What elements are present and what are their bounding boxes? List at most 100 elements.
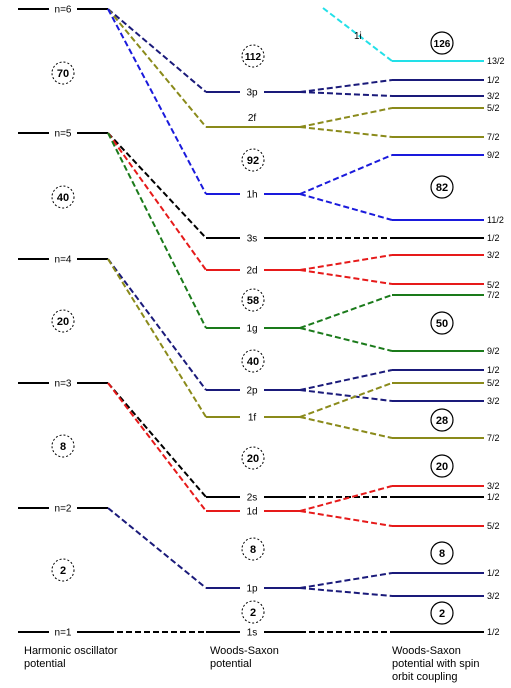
ws-to-so-connectors — [299, 7, 393, 633]
split-1d-3-2 — [299, 485, 393, 512]
ho-to-ws-connectors — [107, 8, 207, 633]
connector-n6-1h — [107, 8, 207, 195]
ws-label-1p: 1p — [246, 584, 258, 595]
so-levels — [392, 60, 484, 633]
j-label: 1/2 — [487, 492, 500, 502]
split-2p-3-2 — [299, 389, 393, 402]
intruder-1i-connector — [322, 7, 393, 62]
ws-magic-58: 58 — [247, 295, 259, 307]
ws-label-1h: 1h — [246, 190, 257, 201]
j-label: 11/2 — [487, 215, 504, 225]
split-2f-7-2 — [299, 126, 393, 138]
j-label: 1/2 — [487, 365, 500, 375]
j-label: 3/2 — [487, 91, 500, 101]
ho-magic-8: 8 — [60, 441, 66, 453]
split-1g-7-2 — [299, 294, 393, 329]
j-label: 1/2 — [487, 75, 500, 85]
so-magic-2: 2 — [439, 608, 445, 620]
ws-magic-40: 40 — [247, 356, 259, 368]
ho-label-n1: n=1 — [55, 628, 72, 639]
ho-magic-40: 40 — [57, 192, 69, 204]
so-magic-82: 82 — [436, 182, 448, 194]
column-captions: Harmonic oscillator potential Woods-Saxo… — [24, 645, 479, 683]
ws-label-2s: 2s — [247, 493, 258, 504]
connector-n4-1f — [107, 258, 207, 418]
so-magic-20: 20 — [436, 461, 448, 473]
j-label: 3/2 — [487, 396, 500, 406]
j-label: 1/2 — [487, 568, 500, 578]
split-1h-11-2 — [299, 193, 393, 221]
caption-so-line1: Woods-Saxon — [392, 645, 461, 657]
connector-n6-2f — [107, 8, 207, 128]
ws-label-2p: 2p — [246, 386, 258, 397]
ws-magic-2: 2 — [250, 607, 256, 619]
split-1f-5-2 — [299, 382, 393, 418]
connector-n5-2d — [107, 132, 207, 271]
caption-ws-line1: Woods-Saxon — [210, 645, 279, 657]
caption-ws-line2: potential — [210, 658, 252, 670]
ws-label-1g: 1g — [246, 324, 257, 335]
so-magic-50: 50 — [436, 318, 448, 330]
ws-magic-8: 8 — [250, 544, 256, 556]
ws-label-1d: 1d — [246, 507, 257, 518]
ws-label-3s: 3s — [247, 234, 258, 245]
so-magic-126: 126 — [434, 39, 451, 50]
connector-n5-3s — [107, 132, 207, 239]
j-label: 3/2 — [487, 591, 500, 601]
j-label: 7/2 — [487, 433, 500, 443]
ho-magic-numbers: 70 40 20 8 2 — [51, 61, 75, 582]
ws-label-1f: 1f — [248, 413, 257, 424]
j-label: 5/2 — [487, 103, 500, 113]
split-1g-9-2 — [299, 327, 393, 352]
connector-n3-2s — [107, 382, 207, 498]
split-3p-3-2 — [299, 91, 393, 97]
ws-level-labels: 3p 2f 1h 3s 2d 1g 2p 1f 2s 1d 1p 1s — [240, 86, 264, 639]
caption-ho-line2: potential — [24, 658, 66, 670]
j-label: 9/2 — [487, 150, 500, 160]
connector-n4-2p — [107, 258, 207, 391]
ws-magic-20: 20 — [247, 453, 259, 465]
ho-label-n4: n=4 — [55, 255, 72, 266]
split-1h-9-2 — [299, 154, 393, 195]
split-1d-5-2 — [299, 510, 393, 527]
ws-magic-92: 92 — [247, 155, 259, 167]
connector-n5-1g — [107, 132, 207, 329]
connector-n3-1d — [107, 382, 207, 512]
connector-n6-3p — [107, 8, 207, 93]
ho-level-labels: n=6 n=5 n=4 n=3 n=2 n=1 — [49, 3, 77, 639]
j-label: 1/2 — [487, 233, 500, 243]
ws-label-1s: 1s — [247, 628, 258, 639]
connector-n2-1p — [107, 507, 207, 589]
so-j-labels: 13/2 1/2 3/2 5/2 7/2 9/2 11/2 1/2 3/2 5/… — [487, 56, 505, 637]
split-1p-1-2 — [299, 572, 393, 589]
ws-label-2d: 2d — [246, 266, 257, 277]
so-magic-28: 28 — [436, 415, 448, 427]
split-2p-1-2 — [299, 369, 393, 391]
ho-magic-70: 70 — [57, 68, 69, 80]
j-label: 13/2 — [487, 56, 505, 66]
ho-label-n5: n=5 — [55, 129, 72, 140]
j-label: 5/2 — [487, 280, 500, 290]
split-3p-1-2 — [299, 79, 393, 93]
j-label: 7/2 — [487, 290, 500, 300]
caption-so-line2: potential with spin — [392, 658, 479, 670]
split-2d-3-2 — [299, 254, 393, 271]
caption-ho-line1: Harmonic oscillator — [24, 645, 118, 657]
j-label: 3/2 — [487, 250, 500, 260]
intruder-1i-label: 1i — [354, 31, 362, 42]
j-label: 7/2 — [487, 132, 500, 142]
j-label: 3/2 — [487, 481, 500, 491]
ho-label-n2: n=2 — [55, 504, 72, 515]
so-magic-8: 8 — [439, 548, 445, 560]
ho-magic-20: 20 — [57, 316, 69, 328]
ws-label-3p: 3p — [246, 88, 258, 99]
caption-so-line3: orbit coupling — [392, 671, 457, 683]
ws-magic-numbers: 112 92 58 40 20 8 2 — [241, 44, 265, 624]
split-1p-3-2 — [299, 587, 393, 597]
j-label: 9/2 — [487, 346, 500, 356]
split-1f-7-2 — [299, 416, 393, 439]
j-label: 5/2 — [487, 378, 500, 388]
ws-label-2f: 2f — [248, 113, 257, 124]
j-label: 1/2 — [487, 627, 500, 637]
